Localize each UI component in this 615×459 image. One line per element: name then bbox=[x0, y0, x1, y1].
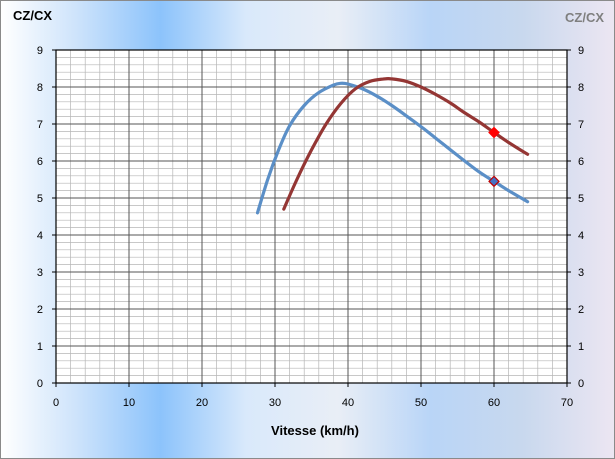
x-tick-label: 10 bbox=[123, 397, 135, 409]
y-tick-label-right: 8 bbox=[578, 82, 584, 94]
x-tick-label: 60 bbox=[488, 397, 500, 409]
y-axis-right: 0 1 2 3 4 5 6 7 8 9 bbox=[567, 45, 584, 390]
plot-area bbox=[56, 50, 567, 383]
y-tick-label-left: 8 bbox=[37, 82, 43, 94]
series-layer bbox=[255, 76, 530, 215]
y-tick-label-left: 1 bbox=[37, 341, 43, 353]
y-tick-label-left: 0 bbox=[37, 378, 43, 390]
y-tick-label-left: 4 bbox=[37, 230, 43, 242]
y-axis-left: 0 1 2 3 4 5 6 7 8 9 bbox=[37, 45, 56, 390]
x-tick-label: 0 bbox=[53, 397, 59, 409]
series-marker-1 bbox=[488, 175, 500, 188]
series-marker-2 bbox=[488, 126, 500, 139]
y-tick-label-right: 2 bbox=[578, 304, 584, 316]
y-tick-label-left: 7 bbox=[37, 119, 43, 131]
x-tick-label: 40 bbox=[342, 397, 354, 409]
plot-border bbox=[55, 49, 568, 384]
y-tick-label-left: 9 bbox=[37, 45, 43, 57]
y-axis-title-right: CZ/CX bbox=[565, 10, 604, 25]
y-tick-label-left: 2 bbox=[37, 304, 43, 316]
x-tick-label: 70 bbox=[561, 397, 573, 409]
y-tick-label-right: 5 bbox=[578, 193, 584, 205]
y-axis-title-left: CZ/CX bbox=[13, 8, 52, 23]
y-tick-label-right: 0 bbox=[578, 378, 584, 390]
y-tick-label-right: 4 bbox=[578, 230, 584, 242]
y-tick-label-left: 3 bbox=[37, 267, 43, 279]
x-tick-label: 20 bbox=[196, 397, 208, 409]
y-tick-label-left: 5 bbox=[37, 193, 43, 205]
x-tick-label: 50 bbox=[415, 397, 427, 409]
y-tick-label-right: 9 bbox=[578, 45, 584, 57]
y-tick-label-right: 7 bbox=[578, 119, 584, 131]
x-axis-title: Vitesse (km/h) bbox=[271, 423, 359, 438]
y-tick-label-right: 3 bbox=[578, 267, 584, 279]
x-tick-label: 30 bbox=[269, 397, 281, 409]
series-line-2 bbox=[282, 76, 530, 211]
y-tick-label-right: 1 bbox=[578, 341, 584, 353]
x-axis: 0 10 20 30 40 50 60 70 bbox=[53, 383, 573, 409]
series-line-1 bbox=[255, 81, 530, 215]
y-tick-label-right: 6 bbox=[578, 156, 584, 168]
y-tick-label-left: 6 bbox=[37, 156, 43, 168]
